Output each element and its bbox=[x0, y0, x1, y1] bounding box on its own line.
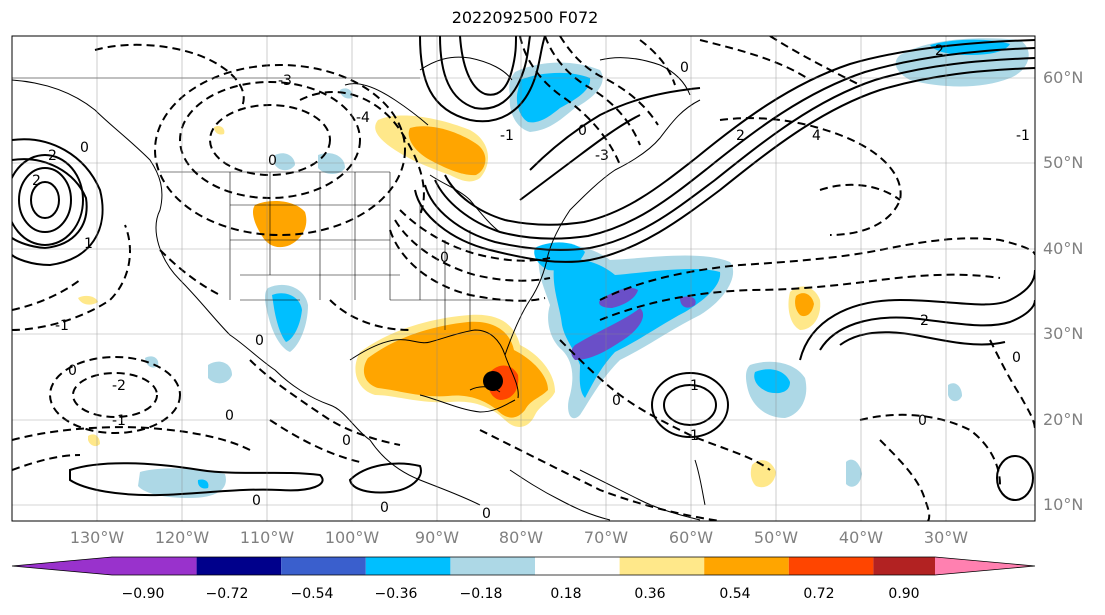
contour-label: 2 bbox=[48, 148, 57, 164]
contour-label: -2 bbox=[112, 378, 126, 394]
lat-label: 60°N bbox=[1043, 68, 1084, 87]
contour-label: 2 bbox=[32, 173, 41, 189]
contour-labels: -3 -4 0 0 2 2 1 -1 0 -2 -1 0 0 0 0 0 -1 … bbox=[32, 43, 1030, 522]
contours-dashed bbox=[12, 36, 1035, 521]
contour-label: -1 bbox=[500, 128, 514, 144]
anomaly-eastatl-orange bbox=[795, 293, 814, 317]
contour-label: 0 bbox=[255, 333, 264, 349]
contour-label: 0 bbox=[440, 250, 449, 266]
anomaly-atlantic-purple-3 bbox=[680, 296, 696, 308]
anomaly-yellow-small-4 bbox=[214, 125, 225, 135]
colorbar-bin bbox=[873, 557, 936, 575]
contour-label: 4 bbox=[812, 128, 821, 144]
lat-label: 40°N bbox=[1043, 239, 1084, 258]
contour-label: 0 bbox=[225, 408, 234, 424]
contours-solid bbox=[12, 36, 1035, 501]
colorbar-tick-label: 0.90 bbox=[888, 586, 920, 602]
colorbar-over bbox=[935, 557, 1035, 575]
contour-label: -3 bbox=[278, 73, 292, 89]
anomaly-blue-small-1 bbox=[846, 459, 862, 487]
contour-label: 0 bbox=[918, 413, 927, 429]
lat-label: 50°N bbox=[1043, 153, 1084, 172]
contour-label: 0 bbox=[342, 433, 351, 449]
lon-label: 50°W bbox=[753, 528, 799, 547]
lon-label: 90°W bbox=[414, 528, 460, 547]
map-content: -3 -4 0 0 2 2 1 -1 0 -2 -1 0 0 0 0 0 -1 … bbox=[12, 36, 1035, 522]
colorbar-bin bbox=[788, 557, 874, 575]
lon-label: 120°W bbox=[154, 528, 210, 547]
colorbar-bin bbox=[704, 557, 789, 575]
anomaly-mexico-blue bbox=[272, 293, 302, 342]
lat-label: 10°N bbox=[1043, 495, 1084, 514]
contour-label: 0 bbox=[680, 60, 689, 76]
contour-label: 1 bbox=[690, 378, 699, 394]
anomaly-blue-small-7 bbox=[340, 88, 353, 99]
contour-label: 0 bbox=[252, 493, 261, 509]
contour-label: 2 bbox=[736, 128, 745, 144]
contour-label: 0 bbox=[612, 393, 621, 409]
contour-label: -1 bbox=[55, 318, 69, 334]
contour-label: -3 bbox=[595, 148, 609, 164]
storm-center-marker bbox=[483, 371, 503, 391]
colorbar-tick-label: −0.18 bbox=[459, 586, 503, 602]
lon-label: 80°W bbox=[498, 528, 544, 547]
contour-label: 0 bbox=[578, 123, 587, 139]
map-frame bbox=[11, 35, 1036, 522]
colorbar-bin bbox=[535, 557, 620, 575]
colorbar bbox=[11, 556, 1036, 576]
colorbar-tick-label: −0.54 bbox=[290, 586, 334, 602]
contour-label: -4 bbox=[356, 110, 370, 126]
colorbar-tick-label: −0.72 bbox=[205, 586, 249, 602]
gridlines bbox=[12, 36, 1035, 521]
lon-label: 40°W bbox=[838, 528, 884, 547]
colorbar-bin bbox=[112, 557, 197, 575]
contour-label: 0 bbox=[268, 153, 277, 169]
lon-label: 130°W bbox=[69, 528, 125, 547]
contour-label: 0 bbox=[482, 506, 491, 522]
colorbar-bin bbox=[619, 557, 705, 575]
anomaly-blue-small-2 bbox=[948, 383, 962, 402]
coastlines bbox=[12, 56, 706, 521]
lon-label: 110°W bbox=[239, 528, 295, 547]
colorbar-tick-label: −0.90 bbox=[121, 586, 165, 602]
contour-label: -1 bbox=[1016, 128, 1030, 144]
anomaly-atlantic-purple-2 bbox=[599, 288, 638, 308]
lon-label: 70°W bbox=[583, 528, 629, 547]
contour-label: 2 bbox=[935, 43, 944, 59]
contour-label: -1 bbox=[112, 413, 126, 429]
colorbar-tick-label: 0.72 bbox=[803, 586, 835, 602]
contour-label: 0 bbox=[1012, 350, 1021, 366]
lon-label: 30°W bbox=[923, 528, 969, 547]
contour-label: 1 bbox=[84, 236, 93, 252]
anomaly-blue-small-5 bbox=[275, 153, 295, 171]
anomaly-midatl-blue bbox=[754, 369, 790, 394]
anomaly-yellow-small-1 bbox=[750, 460, 776, 488]
lat-label: 20°N bbox=[1043, 410, 1084, 429]
anomaly-labrador-blue bbox=[516, 72, 591, 123]
contour-label: 1 bbox=[690, 428, 699, 444]
colorbar-bin bbox=[196, 557, 282, 575]
contour-label: 2 bbox=[920, 313, 929, 329]
colorbar-tick-label: 0.18 bbox=[550, 586, 582, 602]
colorbar-bin bbox=[450, 557, 535, 575]
anomaly-yellow-small-2 bbox=[78, 295, 98, 305]
colorbar-tick-label: 0.54 bbox=[719, 586, 751, 602]
anomaly-rockies-orange bbox=[252, 200, 307, 248]
lon-label: 100°W bbox=[324, 528, 380, 547]
anomaly-blue-small-3 bbox=[208, 361, 232, 384]
colorbar-under bbox=[12, 557, 112, 575]
colorbar-tick-label: −0.36 bbox=[374, 586, 418, 602]
colorbar-bin bbox=[281, 557, 366, 575]
map-title: 2022092500 F072 bbox=[451, 8, 599, 27]
lat-label: 30°N bbox=[1043, 324, 1084, 343]
colorbar-bin bbox=[365, 557, 451, 575]
contour-label: 0 bbox=[80, 140, 89, 156]
contour-label: 0 bbox=[68, 363, 77, 379]
anomaly-blue-small-4 bbox=[318, 153, 345, 174]
lon-label: 60°W bbox=[668, 528, 714, 547]
contour-label: 0 bbox=[380, 500, 389, 516]
anomaly-pacific-blue bbox=[197, 479, 209, 489]
colorbar-tick-label: 0.36 bbox=[634, 586, 666, 602]
